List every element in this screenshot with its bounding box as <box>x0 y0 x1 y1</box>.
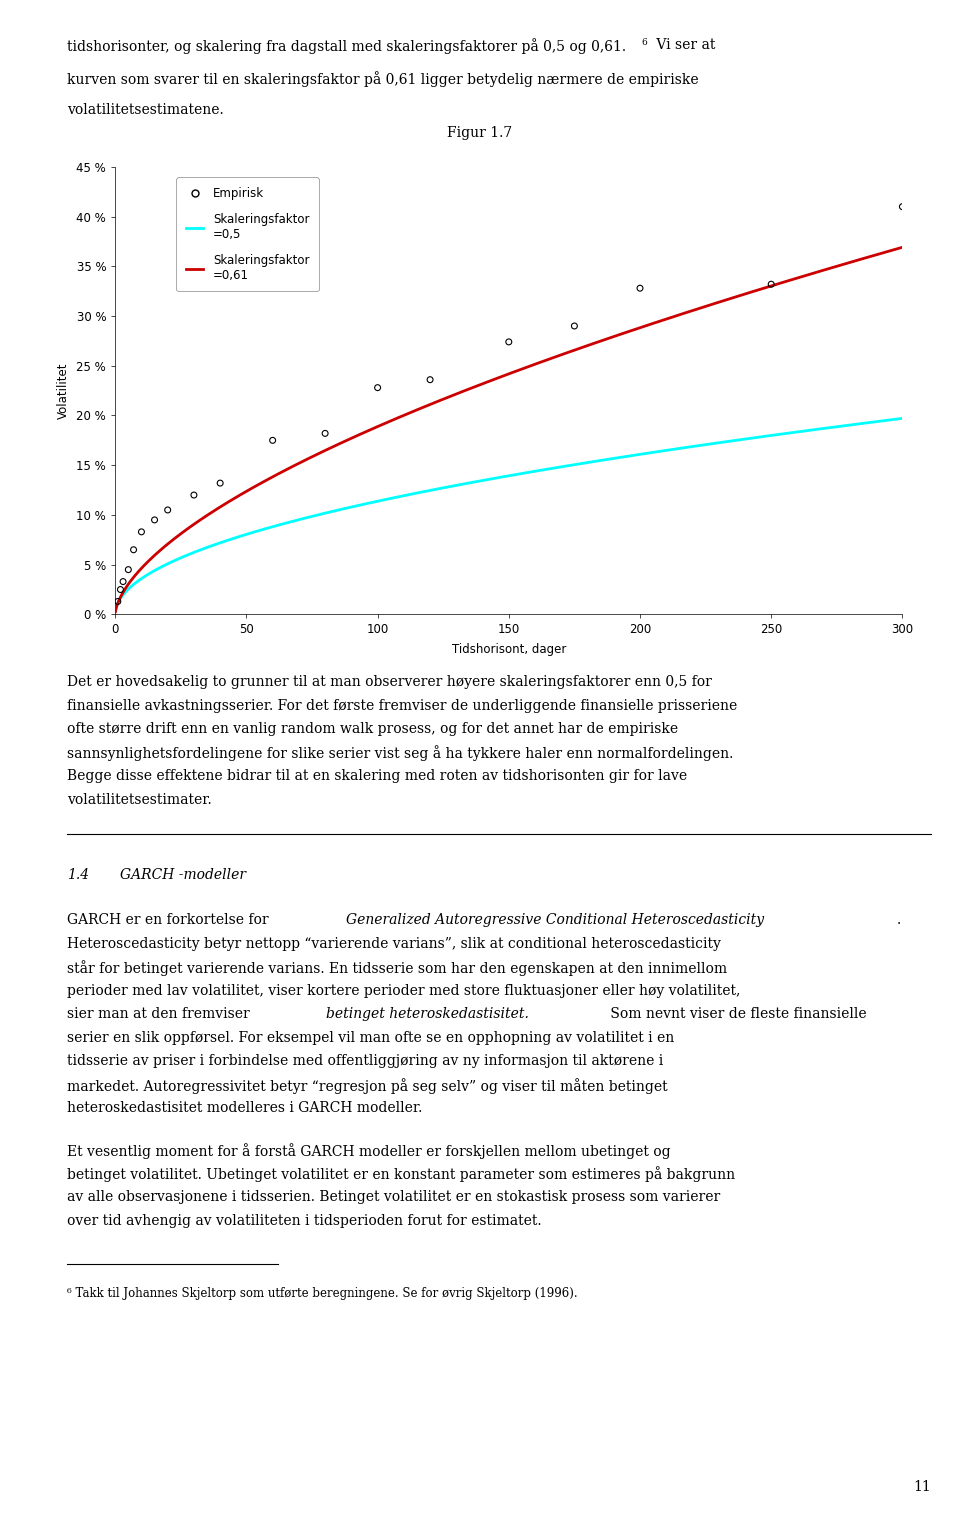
Text: Heteroscedasticity betyr nettopp “varierende varians”, slik at conditional heter: Heteroscedasticity betyr nettopp “varier… <box>67 936 721 951</box>
Text: heteroskedastisitet modelleres i GARCH modeller.: heteroskedastisitet modelleres i GARCH m… <box>67 1101 422 1115</box>
Point <box>126 537 141 561</box>
Text: volatilitetsestimatene.: volatilitetsestimatene. <box>67 103 224 117</box>
Text: betinget volatilitet. Ubetinget volatilitet er en konstant parameter som estimer: betinget volatilitet. Ubetinget volatili… <box>67 1167 735 1182</box>
Point <box>566 314 582 338</box>
Point <box>501 329 516 353</box>
Point <box>160 498 176 522</box>
Text: ⁶ Takk til Johannes Skjeltorp som utførte beregningene. Se for øvrig Skjeltorp (: ⁶ Takk til Johannes Skjeltorp som utført… <box>67 1286 578 1300</box>
Text: tidshorisonter, og skalering fra dagstall med skaleringsfaktorer på 0,5 og 0,61.: tidshorisonter, og skalering fra dagstal… <box>67 38 626 53</box>
Point <box>212 470 228 495</box>
Text: markedet. Autoregressivitet betyr “regresjon på seg selv” og viser til måten bet: markedet. Autoregressivitet betyr “regre… <box>67 1077 668 1094</box>
Point <box>422 367 438 391</box>
Point <box>115 569 131 593</box>
Text: 6: 6 <box>641 38 647 47</box>
Text: ofte større drift enn en vanlig random walk prosess, og for det annet har de emp: ofte større drift enn en vanlig random w… <box>67 722 679 736</box>
Legend: Empirisk, Skaleringsfaktor
=0,5, Skaleringsfaktor
=0,61: Empirisk, Skaleringsfaktor =0,5, Skaleri… <box>177 177 319 291</box>
Text: Vi ser at: Vi ser at <box>652 38 715 52</box>
Point <box>133 520 149 545</box>
Text: kurven som svarer til en skaleringsfaktor på 0,61 ligger betydelig nærmere de em: kurven som svarer til en skaleringsfakto… <box>67 71 699 86</box>
Point <box>318 422 333 446</box>
Text: serier en slik oppførsel. For eksempel vil man ofte se en opphopning av volatili: serier en slik oppførsel. For eksempel v… <box>67 1032 675 1045</box>
Text: sannsynlighetsfordelingene for slike serier vist seg å ha tykkere haler enn norm: sannsynlighetsfordelingene for slike ser… <box>67 745 733 762</box>
Text: 1.4: 1.4 <box>67 868 89 881</box>
Text: tidsserie av priser i forbindelse med offentliggjøring av ny informasjon til akt: tidsserie av priser i forbindelse med of… <box>67 1054 663 1068</box>
Text: av alle observasjonene i tidsserien. Betinget volatilitet er en stokastisk prose: av alle observasjonene i tidsserien. Bet… <box>67 1189 720 1204</box>
Point <box>763 272 779 296</box>
Point <box>633 276 648 300</box>
Text: volatilitetsestimater.: volatilitetsestimater. <box>67 792 212 807</box>
Point <box>265 428 280 452</box>
Point <box>121 558 136 583</box>
Text: Som nevnt viser de fleste finansielle: Som nevnt viser de fleste finansielle <box>606 1007 867 1021</box>
Text: Det er hovedsakelig to grunner til at man observerer høyere skaleringsfaktorer e: Det er hovedsakelig to grunner til at ma… <box>67 675 712 689</box>
Point <box>147 508 162 532</box>
Point <box>186 482 202 507</box>
Text: finansielle avkastningsserier. For det første fremviser de underliggende finansi: finansielle avkastningsserier. For det f… <box>67 698 737 713</box>
Text: .: . <box>897 913 900 927</box>
Text: Generalized Autoregressive Conditional Heteroscedasticity: Generalized Autoregressive Conditional H… <box>347 913 764 927</box>
Text: Figur 1.7: Figur 1.7 <box>447 126 513 140</box>
Point <box>110 589 126 613</box>
Text: 11: 11 <box>914 1481 931 1494</box>
Text: Et vesentlig moment for å forstå GARCH modeller er forskjellen mellom ubetinget : Et vesentlig moment for å forstå GARCH m… <box>67 1144 671 1159</box>
Y-axis label: Volatilitet: Volatilitet <box>57 363 69 419</box>
Text: GARCH -modeller: GARCH -modeller <box>120 868 246 881</box>
Point <box>112 578 128 602</box>
Text: står for betinget varierende varians. En tidsserie som har den egenskapen at den: står for betinget varierende varians. En… <box>67 960 728 975</box>
X-axis label: Tidshorisont, dager: Tidshorisont, dager <box>451 643 566 657</box>
Text: over tid avhengig av volatiliteten i tidsperioden forut for estimatet.: over tid avhengig av volatiliteten i tid… <box>67 1214 541 1227</box>
Text: GARCH er en forkortelse for: GARCH er en forkortelse for <box>67 913 274 927</box>
Text: sier man at den fremviser: sier man at den fremviser <box>67 1007 254 1021</box>
Text: perioder med lav volatilitet, viser kortere perioder med store fluktuasjoner ell: perioder med lav volatilitet, viser kort… <box>67 985 740 998</box>
Point <box>895 194 910 218</box>
Point <box>370 376 385 400</box>
Text: Begge disse effektene bidrar til at en skalering med roten av tidshorisonten gir: Begge disse effektene bidrar til at en s… <box>67 769 687 783</box>
Text: betinget heteroskedastisitet.: betinget heteroskedastisitet. <box>326 1007 529 1021</box>
